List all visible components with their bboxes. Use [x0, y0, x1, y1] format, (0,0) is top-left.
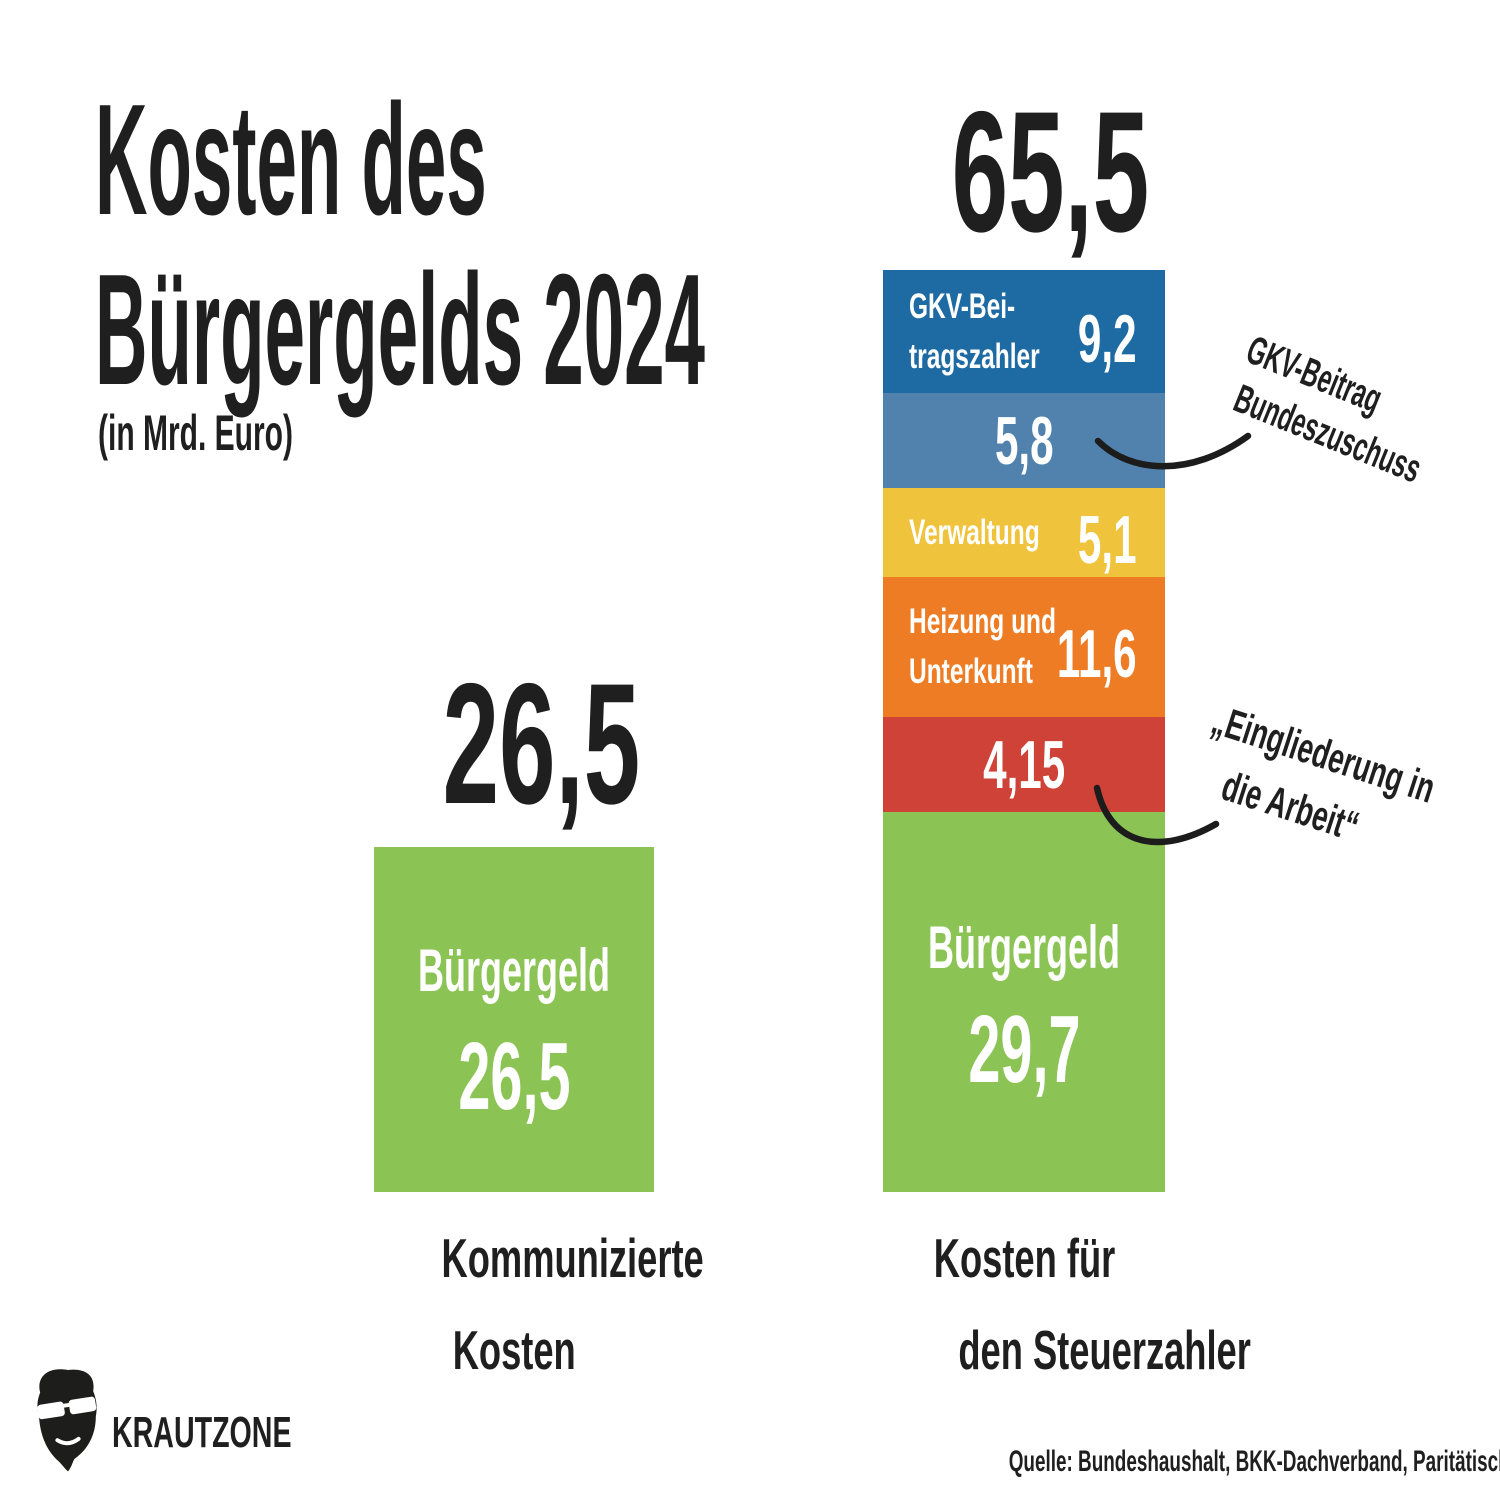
segment-gkv-beitragszahler: GKV-Bei- tragszahler 9,2 — [883, 270, 1165, 393]
face-logo-icon — [37, 1369, 97, 1472]
page-title-line-2: Bürgergelds 2024 — [95, 242, 705, 418]
total-label-communicated: 26,5 — [442, 648, 641, 840]
segment-eingliederung: 4,15 — [883, 717, 1165, 812]
segment-label: GKV-Bei- tragszahler — [909, 286, 1040, 376]
segment-value: 9,2 — [1078, 300, 1137, 377]
segment-gkv-bundeszuschuss: 5,8 — [883, 393, 1165, 488]
bar-taxpayer-costs: GKV-Bei- tragszahler 9,2 5,8 Verwaltung … — [883, 270, 1165, 1192]
segment-value: 5,1 — [1078, 501, 1137, 578]
brand-name: KRAUTZONE — [112, 1408, 292, 1457]
segment-verwaltung: Verwaltung 5,1 — [883, 488, 1165, 577]
segment-value: 11,6 — [1057, 616, 1137, 692]
page-title-line-1: Kosten des — [95, 72, 487, 248]
annotation-eingliederung: „Eingliederung in die Arbeit“ — [1206, 695, 1441, 851]
segment-name-buergergeld: Bürgergeld — [417, 937, 611, 1004]
axis-label-taxpayer: Kosten für den Steuerzahler — [933, 1227, 1251, 1381]
segment-label: Heizung und Unterkunft — [909, 602, 1056, 691]
segment-buergergeld: Bürgergeld 29,7 — [883, 812, 1165, 1192]
segment-value: 5,8 — [994, 402, 1054, 479]
segment-heizung-unterkunft: Heizung und Unterkunft 11,6 — [883, 577, 1165, 717]
total-label-taxpayer: 65,5 — [951, 76, 1150, 268]
segment-value: 4,15 — [982, 726, 1066, 803]
segment-value-buergergeld: 26,5 — [457, 1023, 571, 1130]
axis-label-communicated: Kommunizierte Kosten — [441, 1227, 704, 1381]
bar-communicated-costs: Bürgergeld 26,5 — [374, 847, 654, 1192]
chart-unit-subtitle: (in Mrd. Euro) — [98, 405, 293, 461]
segment-value-buergergeld: 29,7 — [967, 996, 1081, 1103]
segment-name-buergergeld: Bürgergeld — [927, 914, 1121, 981]
source-credit: Quelle: Bundeshaushalt, BKK-Dachverband,… — [1008, 1445, 1500, 1478]
segment-label: Verwaltung — [909, 512, 1040, 552]
page-title: Kosten des Bürgergelds 2024 — [95, 75, 1421, 415]
